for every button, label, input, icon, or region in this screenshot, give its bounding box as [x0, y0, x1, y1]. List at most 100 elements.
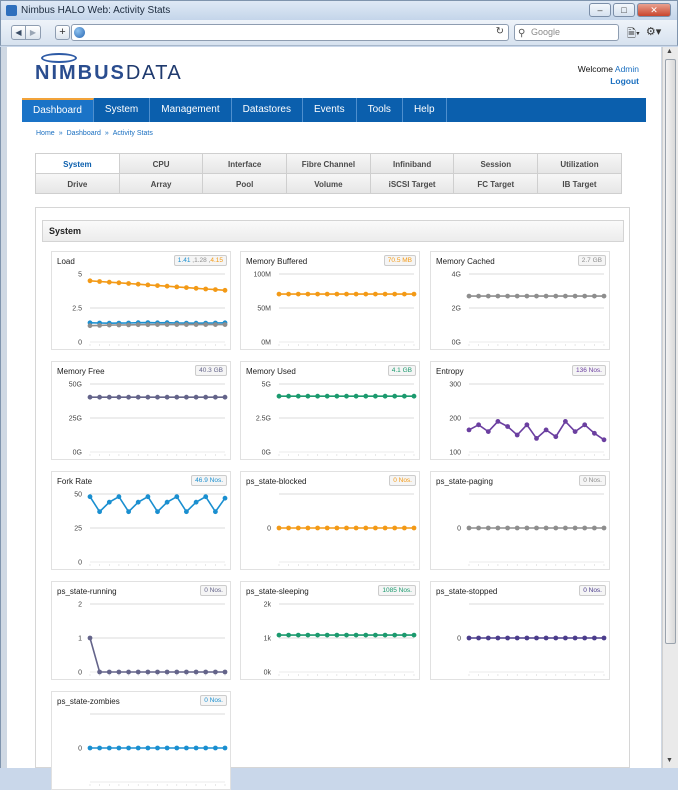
data-point[interactable]: [505, 293, 510, 299]
scroll-down-icon[interactable]: ▼: [666, 757, 673, 764]
data-point[interactable]: [392, 632, 398, 638]
data-point[interactable]: [363, 632, 369, 638]
new-tab-button[interactable]: +: [55, 25, 70, 40]
data-point[interactable]: [203, 286, 209, 292]
data-point[interactable]: [222, 322, 228, 327]
data-point[interactable]: [601, 635, 607, 641]
data-point[interactable]: [164, 283, 170, 289]
data-point[interactable]: [203, 745, 209, 751]
data-point[interactable]: [392, 525, 398, 531]
data-point[interactable]: [402, 525, 407, 531]
data-point[interactable]: [155, 283, 160, 288]
data-point[interactable]: [222, 669, 228, 675]
data-point[interactable]: [363, 291, 369, 297]
data-point[interactable]: [582, 422, 588, 428]
data-point[interactable]: [135, 281, 141, 287]
data-point[interactable]: [305, 632, 311, 638]
data-point[interactable]: [315, 525, 320, 531]
data-point[interactable]: [213, 394, 218, 400]
data-point[interactable]: [485, 429, 491, 434]
data-point[interactable]: [87, 278, 93, 284]
data-point[interactable]: [505, 525, 510, 531]
tab-session[interactable]: Session: [453, 153, 539, 174]
user-link[interactable]: Admin: [614, 64, 639, 74]
data-point[interactable]: [324, 632, 330, 638]
data-point[interactable]: [126, 745, 131, 751]
data-point[interactable]: [305, 525, 311, 531]
data-point[interactable]: [334, 525, 340, 531]
data-point[interactable]: [97, 323, 102, 328]
data-point[interactable]: [382, 632, 388, 638]
data-point[interactable]: [213, 287, 218, 292]
data-point[interactable]: [315, 632, 320, 638]
data-point[interactable]: [476, 635, 481, 641]
tab-array[interactable]: Array: [118, 173, 204, 194]
data-point[interactable]: [295, 393, 301, 399]
data-point[interactable]: [97, 394, 102, 400]
data-point[interactable]: [344, 291, 349, 297]
tab-interface[interactable]: Interface: [202, 153, 288, 174]
data-point[interactable]: [106, 669, 112, 675]
data-point[interactable]: [563, 635, 568, 641]
data-point[interactable]: [213, 509, 218, 515]
data-point[interactable]: [572, 293, 578, 299]
tab-cpu[interactable]: CPU: [118, 153, 204, 174]
data-point[interactable]: [392, 291, 398, 297]
data-point[interactable]: [126, 669, 131, 675]
data-point[interactable]: [582, 635, 588, 641]
data-point[interactable]: [116, 494, 122, 500]
data-point[interactable]: [514, 432, 520, 438]
data-point[interactable]: [222, 394, 228, 400]
data-point[interactable]: [193, 285, 199, 291]
data-point[interactable]: [164, 499, 170, 505]
data-point[interactable]: [553, 293, 559, 299]
data-point[interactable]: [601, 293, 607, 299]
data-point[interactable]: [476, 293, 481, 299]
nav-help[interactable]: Help: [403, 98, 447, 122]
data-point[interactable]: [353, 632, 359, 638]
data-point[interactable]: [155, 509, 160, 515]
data-point[interactable]: [116, 322, 122, 328]
data-point[interactable]: [155, 669, 160, 675]
data-point[interactable]: [476, 525, 481, 531]
data-point[interactable]: [373, 393, 378, 399]
data-point[interactable]: [193, 394, 199, 400]
data-point[interactable]: [466, 525, 472, 531]
data-point[interactable]: [592, 430, 597, 436]
data-point[interactable]: [97, 279, 102, 284]
data-point[interactable]: [106, 745, 112, 751]
data-point[interactable]: [592, 635, 597, 641]
data-point[interactable]: [411, 525, 417, 531]
data-point[interactable]: [106, 499, 112, 505]
back-icon[interactable]: ◀: [11, 25, 26, 40]
nav-tools[interactable]: Tools: [357, 98, 403, 122]
data-point[interactable]: [286, 525, 291, 531]
data-point[interactable]: [193, 322, 199, 327]
data-point[interactable]: [213, 322, 218, 327]
page-menu-icon[interactable]: 🗎▾: [627, 28, 640, 40]
data-point[interactable]: [222, 495, 228, 501]
data-point[interactable]: [97, 509, 102, 515]
data-point[interactable]: [543, 525, 549, 531]
data-point[interactable]: [184, 394, 189, 400]
data-point[interactable]: [135, 669, 141, 675]
data-point[interactable]: [572, 525, 578, 531]
data-point[interactable]: [174, 322, 180, 327]
data-point[interactable]: [514, 525, 520, 531]
data-point[interactable]: [155, 745, 160, 751]
data-point[interactable]: [286, 632, 291, 638]
data-point[interactable]: [193, 669, 199, 675]
tab-pool[interactable]: Pool: [202, 173, 288, 194]
data-point[interactable]: [222, 745, 228, 751]
data-point[interactable]: [344, 393, 349, 399]
data-point[interactable]: [324, 291, 330, 297]
data-point[interactable]: [514, 293, 520, 299]
data-point[interactable]: [495, 635, 501, 641]
data-point[interactable]: [145, 282, 151, 288]
vertical-scrollbar[interactable]: ▲ ▼: [662, 47, 678, 768]
data-point[interactable]: [203, 394, 209, 400]
data-point[interactable]: [534, 635, 539, 641]
data-point[interactable]: [582, 293, 588, 299]
data-point[interactable]: [334, 291, 340, 297]
tab-ib-target[interactable]: IB Target: [537, 173, 622, 194]
